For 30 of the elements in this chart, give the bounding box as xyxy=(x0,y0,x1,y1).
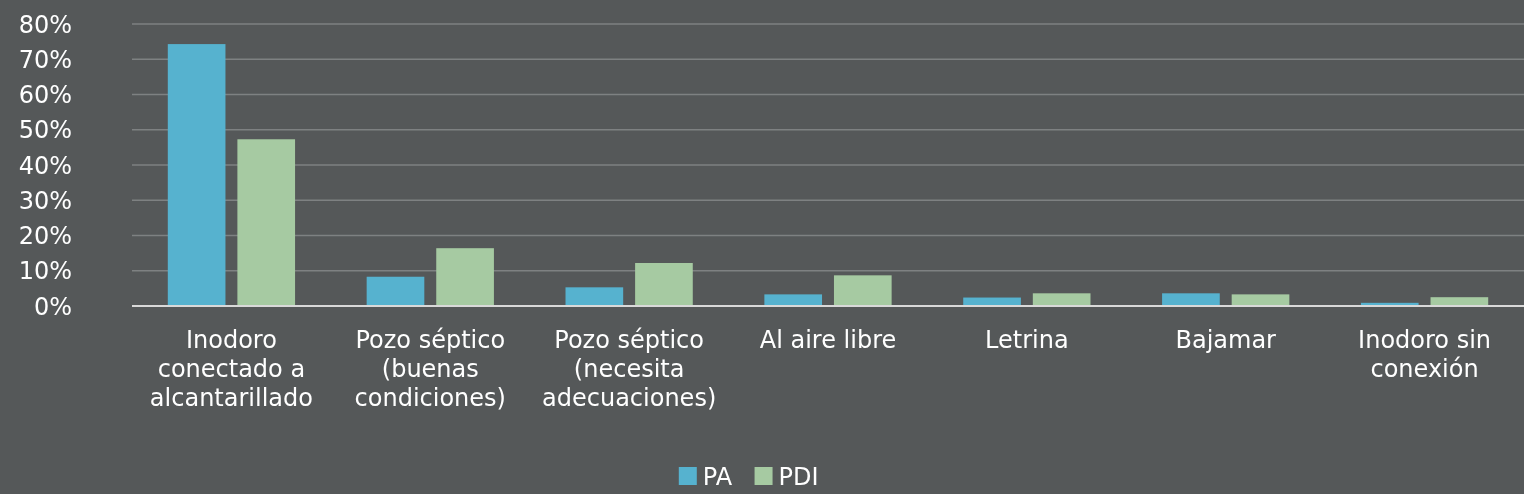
bar xyxy=(1032,293,1091,306)
bar xyxy=(1430,297,1489,306)
y-tick-label: 0% xyxy=(33,292,72,321)
bar xyxy=(1162,293,1220,306)
x-tick-label: Bajamar xyxy=(1175,326,1277,354)
x-tick-label: Pozo séptico (buenas condiciones) xyxy=(354,326,506,412)
y-tick-label: 30% xyxy=(18,186,72,215)
y-tick-label: 60% xyxy=(18,81,72,110)
bar xyxy=(565,287,624,306)
bar xyxy=(635,263,693,306)
y-tick-label: 10% xyxy=(18,257,72,286)
x-tick-label: Pozo séptico (necesita adecuaciones) xyxy=(542,326,717,412)
bar xyxy=(764,294,823,306)
bar xyxy=(237,139,296,306)
y-tick-label: 40% xyxy=(18,151,72,180)
y-tick-label: 50% xyxy=(18,116,72,145)
legend-label: PDI xyxy=(778,462,819,491)
y-tick-label: 70% xyxy=(18,45,72,74)
bar xyxy=(1231,294,1290,306)
legend-label: PA xyxy=(702,462,733,491)
bar xyxy=(167,44,226,306)
y-tick-label: 80% xyxy=(18,10,72,39)
y-tick-label: 20% xyxy=(18,222,72,251)
bar xyxy=(436,248,494,306)
x-tick-label: Letrina xyxy=(985,326,1069,354)
bar xyxy=(366,276,425,306)
x-tick-label: Inodoro sin conexión xyxy=(1358,326,1492,383)
x-tick-label: Al aire libre xyxy=(759,326,897,354)
bar xyxy=(833,275,892,306)
x-tick-label: Inodoro conectado a alcantarillado xyxy=(149,326,313,412)
